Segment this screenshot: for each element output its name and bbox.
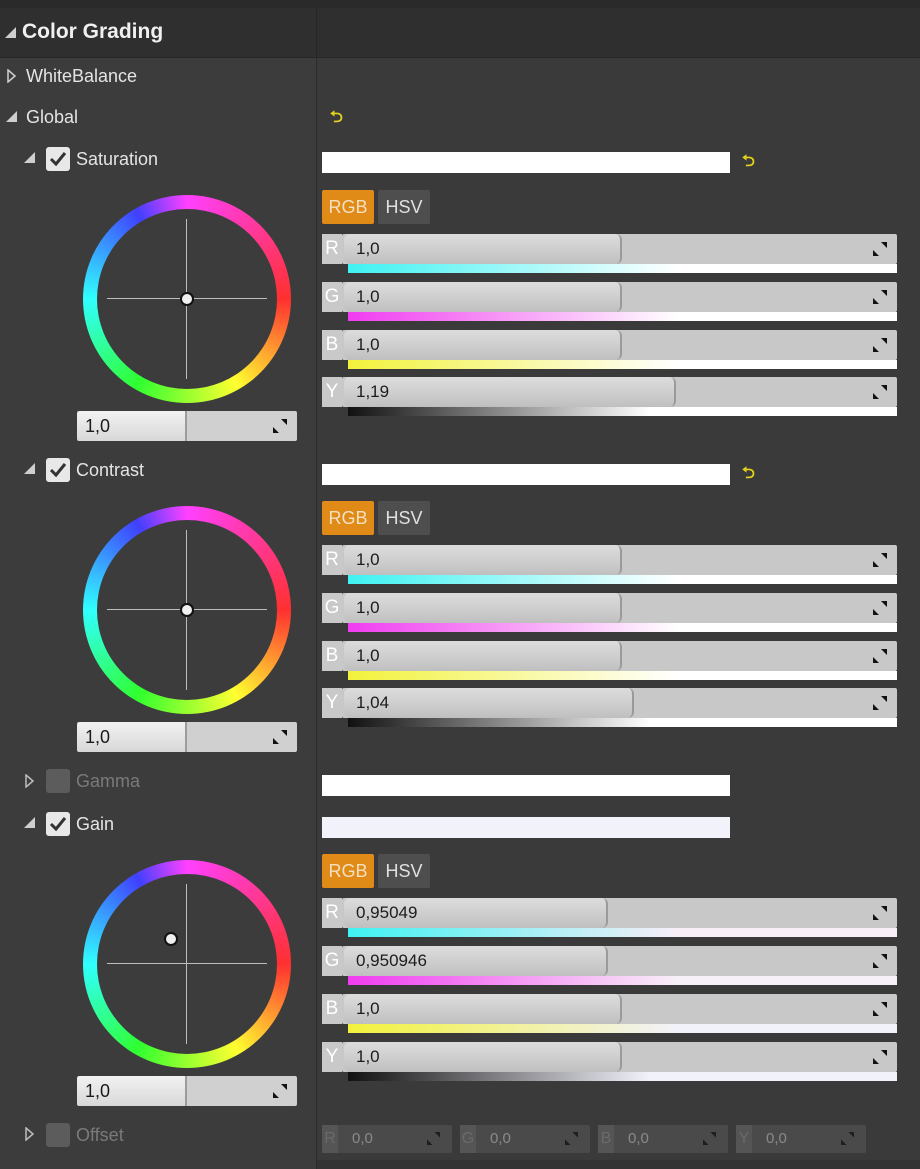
expand-icon[interactable] bbox=[427, 1132, 440, 1145]
saturation-color-swatch[interactable] bbox=[322, 152, 730, 173]
expand-icon[interactable] bbox=[873, 906, 887, 920]
expand-icon[interactable] bbox=[873, 242, 887, 256]
check-icon bbox=[49, 817, 67, 832]
wheel-handle[interactable] bbox=[164, 932, 178, 946]
expand-icon[interactable] bbox=[873, 601, 887, 615]
whitebalance-label[interactable]: WhiteBalance bbox=[26, 66, 138, 86]
saturation-r-slider[interactable]: R 1,0 bbox=[322, 234, 897, 274]
tab-rgb[interactable]: RGB bbox=[322, 854, 374, 888]
contrast-b-slider[interactable]: B 1,0 bbox=[322, 641, 897, 681]
offset-b-field[interactable]: B 0,0 bbox=[598, 1125, 728, 1153]
gain-label: Gain bbox=[76, 814, 115, 834]
contrast-label: Contrast bbox=[76, 460, 145, 480]
contrast-y-slider[interactable]: Y 1,04 bbox=[322, 688, 897, 728]
expand-icon[interactable] bbox=[873, 1002, 887, 1016]
saturation-wheel-value-field[interactable]: 1,0 bbox=[77, 411, 297, 441]
gain-wheel-value-field[interactable]: 1,0 bbox=[77, 1076, 297, 1106]
collapse-triangle-icon[interactable] bbox=[24, 817, 35, 828]
collapse-triangle-icon[interactable] bbox=[24, 463, 35, 474]
check-icon bbox=[49, 152, 67, 167]
saturation-label: Saturation bbox=[76, 149, 159, 169]
check-icon bbox=[49, 463, 67, 478]
expand-triangle-icon[interactable] bbox=[25, 774, 35, 788]
gain-g-slider[interactable]: G 0,950946 bbox=[322, 946, 897, 986]
saturation-b-slider[interactable]: B 1,0 bbox=[322, 330, 897, 370]
offset-y-field[interactable]: Y 0,0 bbox=[736, 1125, 866, 1153]
offset-g-field[interactable]: G 0,0 bbox=[460, 1125, 590, 1153]
offset-checkbox[interactable] bbox=[46, 1123, 70, 1147]
expand-icon[interactable] bbox=[873, 649, 887, 663]
wheel-handle[interactable] bbox=[180, 603, 194, 617]
expand-icon[interactable] bbox=[873, 385, 887, 399]
gain-mode-tabs: RGB HSV bbox=[322, 854, 432, 888]
gain-color-wheel[interactable] bbox=[83, 860, 291, 1068]
expand-icon[interactable] bbox=[841, 1132, 854, 1145]
expand-icon[interactable] bbox=[873, 1050, 887, 1064]
collapse-triangle-icon[interactable] bbox=[24, 152, 35, 163]
expand-icon[interactable] bbox=[273, 1084, 287, 1098]
category-header[interactable]: Color Grading bbox=[0, 8, 920, 58]
expand-triangle-icon[interactable] bbox=[7, 69, 17, 83]
contrast-color-wheel[interactable] bbox=[83, 506, 291, 714]
expand-icon[interactable] bbox=[873, 696, 887, 710]
saturation-color-wheel[interactable] bbox=[83, 195, 291, 403]
expand-icon[interactable] bbox=[873, 954, 887, 968]
tab-rgb[interactable]: RGB bbox=[322, 190, 374, 224]
expand-icon[interactable] bbox=[273, 730, 287, 744]
tab-hsv[interactable]: HSV bbox=[378, 854, 430, 888]
expand-icon[interactable] bbox=[565, 1132, 578, 1145]
contrast-wheel-value-field[interactable]: 1,0 bbox=[77, 722, 297, 752]
contrast-r-slider[interactable]: R 1,0 bbox=[322, 545, 897, 585]
gain-b-slider[interactable]: B 1,0 bbox=[322, 994, 897, 1034]
tab-hsv[interactable]: HSV bbox=[378, 501, 430, 535]
gamma-checkbox[interactable] bbox=[46, 769, 70, 793]
saturation-y-slider[interactable]: Y 1,19 bbox=[322, 377, 897, 417]
contrast-g-slider[interactable]: G 1,0 bbox=[322, 593, 897, 633]
offset-label: Offset bbox=[76, 1125, 124, 1145]
expand-icon[interactable] bbox=[873, 338, 887, 352]
global-label[interactable]: Global bbox=[26, 107, 79, 127]
collapse-triangle-icon[interactable] bbox=[6, 111, 17, 122]
saturation-mode-tabs: RGB HSV bbox=[322, 190, 432, 224]
expand-icon[interactable] bbox=[873, 553, 887, 567]
expand-triangle-icon[interactable] bbox=[25, 1127, 35, 1141]
expand-icon[interactable] bbox=[703, 1132, 716, 1145]
gain-y-slider[interactable]: Y 1,0 bbox=[322, 1042, 897, 1082]
gain-color-swatch[interactable] bbox=[322, 817, 730, 838]
reset-icon[interactable]: ⮌ bbox=[742, 153, 755, 170]
reset-icon[interactable]: ⮌ bbox=[330, 109, 343, 126]
offset-r-field[interactable]: R 0,0 bbox=[322, 1125, 452, 1153]
contrast-checkbox[interactable] bbox=[46, 458, 70, 482]
gain-checkbox[interactable] bbox=[46, 812, 70, 836]
contrast-color-swatch[interactable] bbox=[322, 464, 730, 485]
collapse-triangle-icon[interactable] bbox=[5, 27, 16, 38]
wheel-handle[interactable] bbox=[180, 292, 194, 306]
expand-icon[interactable] bbox=[273, 419, 287, 433]
saturation-g-slider[interactable]: G 1,0 bbox=[322, 282, 897, 322]
gamma-label: Gamma bbox=[76, 771, 141, 791]
expand-icon[interactable] bbox=[873, 290, 887, 304]
tab-hsv[interactable]: HSV bbox=[378, 190, 430, 224]
gamma-color-swatch[interactable] bbox=[322, 775, 730, 796]
tab-rgb[interactable]: RGB bbox=[322, 501, 374, 535]
saturation-checkbox[interactable] bbox=[46, 147, 70, 171]
contrast-mode-tabs: RGB HSV bbox=[322, 501, 432, 535]
reset-icon[interactable]: ⮌ bbox=[742, 465, 755, 482]
category-title: Color Grading bbox=[22, 20, 164, 43]
gain-r-slider[interactable]: R 0,95049 bbox=[322, 898, 897, 938]
